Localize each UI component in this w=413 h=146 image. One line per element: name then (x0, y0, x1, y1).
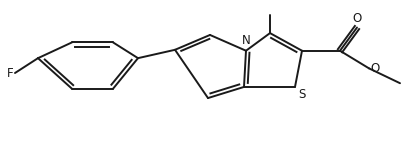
Text: F: F (7, 66, 14, 80)
Text: O: O (370, 62, 379, 75)
Text: N: N (241, 34, 250, 47)
Text: S: S (297, 88, 305, 101)
Text: O: O (351, 12, 361, 25)
